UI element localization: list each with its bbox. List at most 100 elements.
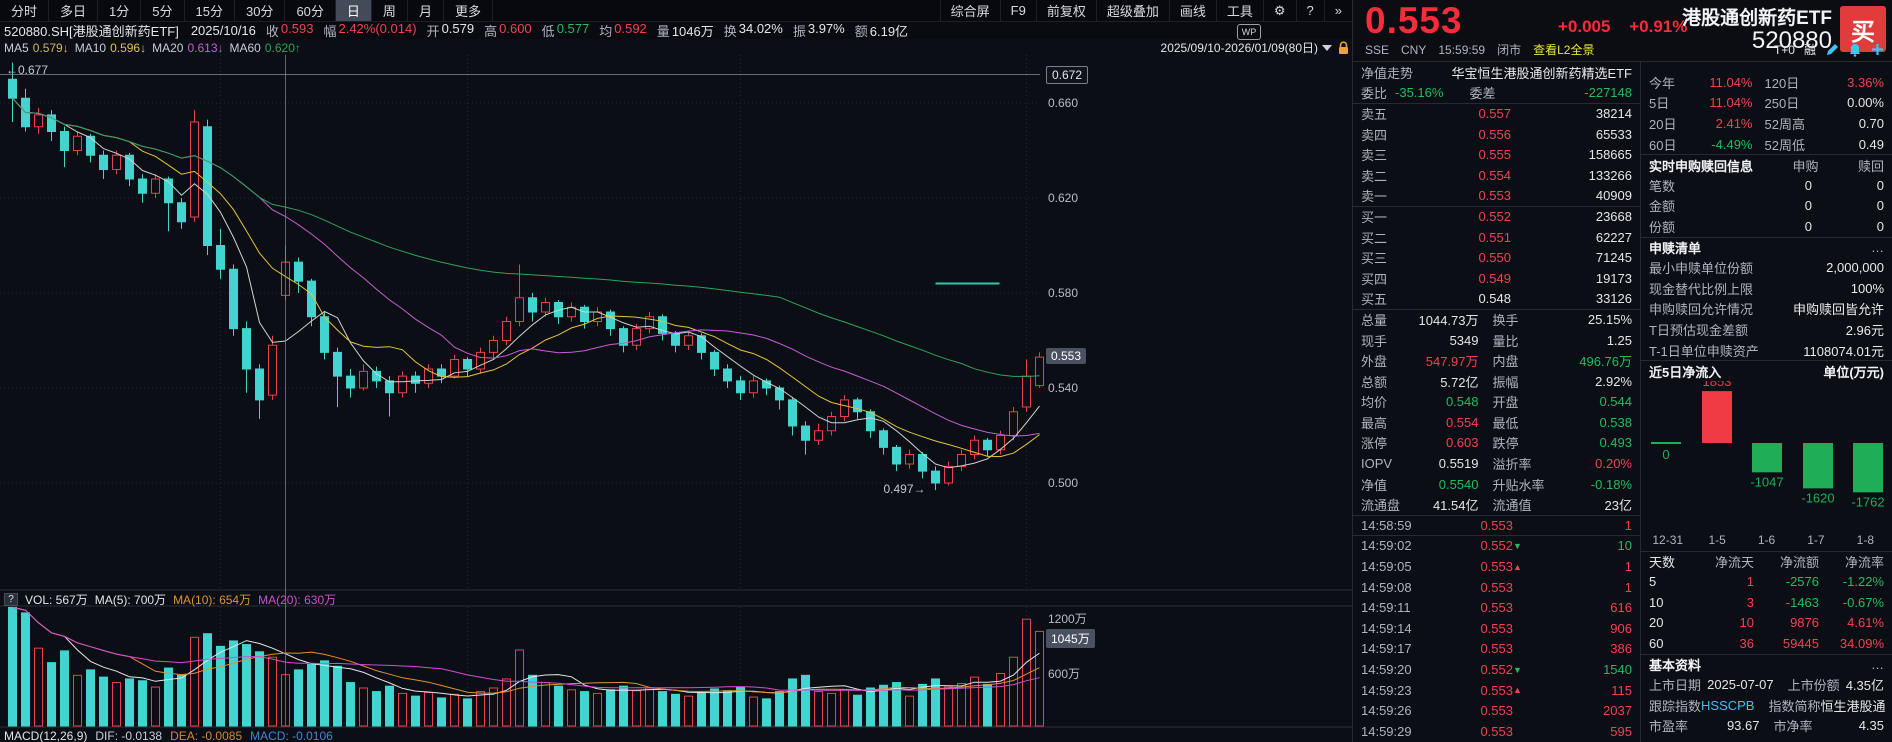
kline-chart[interactable]: ? VOL: 567万 MA(5): 700万 MA(10): 654万 MA(20):… (0, 55, 1352, 742)
more-ellipsis-icon[interactable]: … (1871, 240, 1884, 256)
stat-value: 0.5540 (1438, 476, 1479, 492)
ask-row[interactable]: 卖一 0.553 40909 (1353, 186, 1640, 207)
tab-period-5分[interactable]: 5分 (141, 0, 185, 21)
ask-row[interactable]: 卖四 0.556 65533 (1353, 124, 1640, 145)
section-title: 基本资料 (1649, 658, 1702, 674)
flow-x-axis: 12-31 1-5 1-6 1-7 1-8 (1641, 533, 1892, 547)
tool-画线[interactable]: 画线 (1168, 0, 1216, 21)
section-title: 实时申购赎回信息 (1649, 158, 1754, 174)
book-level-label: 卖五 (1361, 107, 1388, 123)
weibi-label: 委比 (1361, 86, 1388, 102)
stat-label: 溢折率 (1492, 457, 1532, 473)
ask-row[interactable]: 卖五 0.557 38214 (1353, 103, 1640, 124)
tab-period-月[interactable]: 月 (408, 0, 444, 21)
book-level-label: 卖四 (1361, 127, 1388, 143)
book-level-label: 买三 (1361, 251, 1388, 267)
bid-row[interactable]: 买五 0.548 33126 (1353, 289, 1640, 310)
tick-row[interactable]: 14:59:05 0.553 ▲ 1 (1353, 556, 1640, 577)
rt-value: 0 (1804, 198, 1812, 214)
chevron-down-icon (1322, 44, 1332, 51)
table-cell: 5 (1649, 574, 1657, 590)
plus-icon[interactable] (1871, 43, 1884, 56)
tick-time: 14:59:26 (1361, 703, 1412, 719)
table-cell: -1.22% (1842, 574, 1884, 590)
tab-period-1分[interactable]: 1分 (98, 0, 142, 21)
tool-综合屏[interactable]: 综合屏 (939, 0, 1000, 21)
rt-subscription-header: 实时申购赎回信息 申购 赎回 (1641, 154, 1892, 175)
nav-label[interactable]: 净值走势 (1361, 65, 1414, 81)
tool-前复权[interactable]: 前复权 (1035, 0, 1096, 21)
tool-F9[interactable]: F9 (999, 0, 1036, 21)
tick-row[interactable]: 14:58:59 0.553 1 (1353, 515, 1640, 536)
field-value: 0.600 (499, 21, 532, 36)
basic-label: 上市份额 (1787, 678, 1840, 694)
ohlc-fields: 收 0.593 幅 2.42%(0.014) 开 0.579 高 0.600 低 0.577 均 0.… (256, 21, 908, 40)
tick-volume: 115 (1611, 682, 1632, 698)
more-chevrons-icon[interactable]: » (1323, 0, 1352, 21)
pencil-icon[interactable] (1825, 43, 1839, 57)
tick-row[interactable]: 14:59:17 0.553 386 (1353, 639, 1640, 660)
gear-icon[interactable]: ⚙ (1262, 0, 1296, 21)
tick-row[interactable]: 14:59:20 0.552 ▼ 1540 (1353, 659, 1640, 680)
bid-row[interactable]: 买一 0.552 23668 (1353, 206, 1640, 227)
tick-row[interactable]: 14:59:23 0.553 ▲ 115 (1353, 680, 1640, 701)
basic-label: 跟踪指数 (1649, 698, 1702, 714)
tab-period-更多[interactable]: 更多 (444, 0, 493, 21)
tab-period-分时[interactable]: 分时 (0, 0, 50, 21)
tick-row[interactable]: 14:59:08 0.553 1 (1353, 577, 1640, 598)
tab-period-15分[interactable]: 15分 (185, 0, 235, 21)
candlestick-canvas[interactable] (0, 55, 1352, 742)
field-label: 高 (484, 24, 498, 39)
tick-time: 14:59:02 (1361, 538, 1412, 554)
flow-header: 近5日净流入 单位(万元) (1641, 360, 1892, 381)
flow-unit: 单位(万元) (1823, 364, 1884, 380)
shenshu-row: T-1日单位申赎资产 1108074.01元 (1641, 340, 1892, 361)
book-volume: 65533 (1595, 126, 1632, 142)
buy-button[interactable]: 买 (1840, 6, 1886, 52)
date-range-selector[interactable]: 2025/09/10-2026/01/09(80日) (1092, 40, 1350, 55)
shenshu-label: 现金替代比例上限 (1649, 281, 1754, 297)
help-icon[interactable]: ? (1295, 0, 1324, 21)
tab-period-日[interactable]: 日 (335, 0, 372, 21)
tick-row[interactable]: 14:59:14 0.553 906 (1353, 618, 1640, 639)
bid-row[interactable]: 买四 0.549 19173 (1353, 268, 1640, 289)
tick-price: 0.553 (1480, 600, 1513, 616)
more-ellipsis-icon[interactable]: … (1871, 657, 1884, 673)
tick-row[interactable]: 14:59:11 0.553 616 (1353, 597, 1640, 618)
fund-name-link[interactable]: 华宝恒生港股通创新药精选ETF (1451, 65, 1632, 81)
book-volume: 19173 (1595, 270, 1632, 286)
ma-value: 0.579↓ (32, 40, 69, 55)
tab-period-60分[interactable]: 60分 (285, 0, 336, 21)
shenshu-label: 申购赎回允许情况 (1649, 302, 1754, 318)
stat-value: 0.554 (1445, 414, 1479, 430)
quote-time: 15:59:59 (1438, 42, 1486, 57)
perf-value: -4.49% (1711, 136, 1753, 152)
lock-icon[interactable] (1337, 40, 1350, 55)
tick-row[interactable]: 14:59:26 0.553 2037 (1353, 700, 1640, 721)
tool-超级叠加[interactable]: 超级叠加 (1095, 0, 1169, 21)
tab-period-周[interactable]: 周 (372, 0, 408, 21)
tab-period-30分[interactable]: 30分 (235, 0, 286, 21)
ask-row[interactable]: 卖二 0.554 133266 (1353, 165, 1640, 186)
l2-link[interactable]: 查看L2全景 (1533, 43, 1595, 57)
perf-row: 20日 2.41% 52周高 0.70 (1641, 113, 1892, 134)
bid-row[interactable]: 买三 0.550 71245 (1353, 247, 1640, 268)
help-icon[interactable]: ? (4, 593, 18, 606)
bid-row[interactable]: 买二 0.551 62227 (1353, 227, 1640, 248)
field-value: 0.593 (280, 21, 314, 36)
book-volume: 23668 (1595, 209, 1632, 225)
tab-period-多日[interactable]: 多日 (49, 0, 99, 21)
bell-icon[interactable] (1848, 43, 1862, 57)
wp-widget-icon[interactable]: WP (1237, 24, 1261, 40)
tick-row[interactable]: 14:59:29 0.553 595 (1353, 721, 1640, 742)
stat-label: 外盘 (1361, 354, 1388, 370)
tool-工具[interactable]: 工具 (1215, 0, 1263, 21)
book-price: 0.554 (1478, 167, 1511, 183)
stat-label: 量比 (1492, 333, 1519, 349)
flow-table-row: 20 10 9876 4.61% (1641, 613, 1892, 634)
weibi-value: -35.16% (1395, 85, 1444, 101)
ask-row[interactable]: 卖三 0.555 158665 (1353, 144, 1640, 165)
tick-time: 14:59:20 (1361, 662, 1412, 678)
tick-row[interactable]: 14:59:02 0.552 ▼ 10 (1353, 536, 1640, 557)
tick-price: 0.553 (1480, 723, 1513, 739)
